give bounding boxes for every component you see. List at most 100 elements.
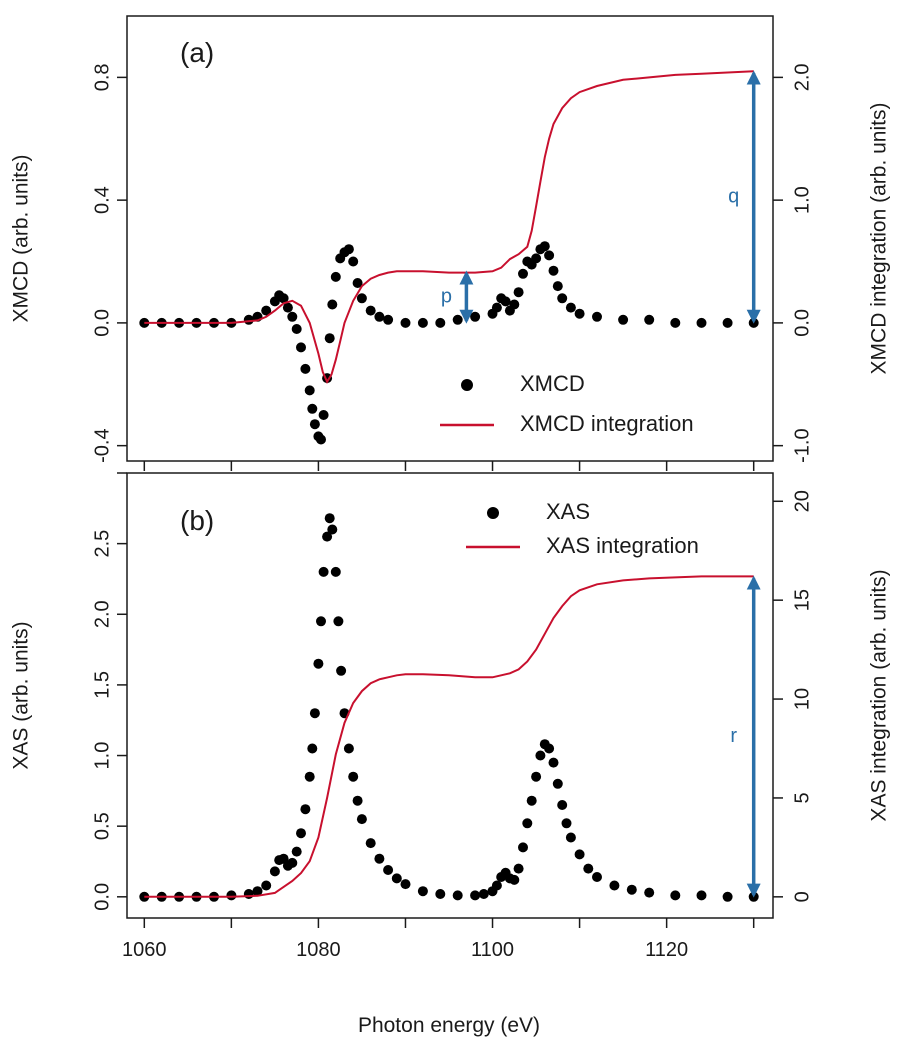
y-right-tick-label: 1.0 xyxy=(791,186,813,214)
x-tick-label: 1060 xyxy=(122,939,167,961)
data-point xyxy=(722,891,733,902)
data-point xyxy=(574,849,585,860)
y-left-tick-label: 0.8 xyxy=(91,63,113,91)
data-point xyxy=(500,296,511,307)
annotation-label-p: p xyxy=(441,285,452,307)
data-point xyxy=(316,616,326,627)
data-point xyxy=(400,879,411,890)
data-point xyxy=(374,311,385,322)
data-point xyxy=(417,317,428,328)
data-point xyxy=(452,314,463,325)
y-right-tick-label: 15 xyxy=(791,589,813,611)
data-point xyxy=(356,814,367,825)
annotation-label-q: q xyxy=(728,185,739,207)
data-point xyxy=(324,333,335,344)
y-right-tick-label: 10 xyxy=(791,688,813,710)
data-point xyxy=(574,308,585,319)
data-point xyxy=(226,890,237,901)
x-tick-label: 1100 xyxy=(471,939,514,961)
data-point xyxy=(544,250,555,261)
data-point xyxy=(309,708,320,719)
data-point xyxy=(552,778,563,789)
data-point xyxy=(352,795,363,806)
legend-entry-label: XAS xyxy=(546,499,590,524)
x-axis-title: Photon energy (eV) xyxy=(358,1014,540,1037)
data-point xyxy=(330,566,341,577)
y-left-tick-label: 0.5 xyxy=(91,812,113,840)
data-point xyxy=(261,880,272,891)
data-point xyxy=(291,324,302,334)
data-point xyxy=(670,317,681,328)
y-left-axis-title: XAS (arb. units) xyxy=(10,621,33,769)
y-left-axis-title: XMCD (arb. units) xyxy=(10,154,33,322)
legend: XAS XAS integration xyxy=(466,499,699,558)
data-point xyxy=(722,317,733,328)
series-points-xas xyxy=(139,513,759,902)
data-point xyxy=(696,890,707,901)
y-left-tick-label: 0.0 xyxy=(91,309,113,337)
data-point xyxy=(583,863,594,874)
series-line-xas-integration xyxy=(144,575,754,898)
data-point xyxy=(365,305,376,316)
data-point xyxy=(518,842,528,853)
y-left-tick-label: 1.0 xyxy=(91,742,113,770)
data-point xyxy=(278,293,289,304)
data-point xyxy=(356,293,367,304)
data-point xyxy=(513,863,524,874)
data-point xyxy=(291,846,302,857)
data-point xyxy=(535,750,546,761)
data-point xyxy=(327,524,338,535)
annotation-label-r: r xyxy=(730,725,737,747)
data-point xyxy=(296,828,306,839)
y-left-tick-label: 2.5 xyxy=(91,530,113,558)
data-point xyxy=(518,268,528,279)
data-point xyxy=(322,531,333,542)
x-tick-label: 1080 xyxy=(296,939,341,961)
data-point xyxy=(348,256,359,267)
y-left-tick-label: 2.0 xyxy=(91,600,113,628)
data-point xyxy=(300,804,311,815)
legend-entry-label: XAS integration xyxy=(546,533,699,558)
data-point xyxy=(243,889,254,899)
y-right-tick-label: 0 xyxy=(791,891,813,902)
data-point xyxy=(304,771,315,782)
data-point xyxy=(316,434,326,445)
y-right-axis-title: XMCD integration (arb. units) xyxy=(868,103,891,375)
data-point xyxy=(327,299,338,310)
y-left-tick-label: -0.4 xyxy=(91,428,113,462)
data-point xyxy=(243,314,254,325)
data-point xyxy=(282,302,293,313)
data-point xyxy=(252,886,263,897)
data-point xyxy=(609,880,620,891)
data-point xyxy=(539,241,550,252)
data-point xyxy=(307,743,318,754)
data-point xyxy=(343,743,354,754)
data-point xyxy=(565,832,576,843)
data-point xyxy=(509,299,520,310)
panel-a: -0.4 0.0 0.4 0.8 -1.0 0.0 1.0 2.0 XMCD (arb. uni… xyxy=(10,15,891,471)
data-point xyxy=(287,857,298,868)
data-point xyxy=(269,866,280,877)
data-point xyxy=(435,317,446,328)
data-point xyxy=(552,281,563,292)
data-point xyxy=(300,363,311,374)
data-point xyxy=(531,253,542,264)
legend: XMCD XMCD integration xyxy=(440,371,694,436)
data-point xyxy=(561,818,572,829)
data-point xyxy=(565,302,576,313)
data-point xyxy=(491,880,502,891)
data-point xyxy=(400,317,411,328)
data-point xyxy=(644,887,655,898)
data-point xyxy=(592,872,602,882)
y-right-tick-label: 5 xyxy=(791,792,813,803)
plot-frame xyxy=(126,472,774,919)
legend-marker-points xyxy=(461,379,473,391)
data-point xyxy=(670,890,681,901)
y-left-tick-label: 1.5 xyxy=(91,671,113,699)
data-point xyxy=(352,278,363,288)
data-point xyxy=(592,311,602,322)
data-point xyxy=(491,302,502,313)
data-point xyxy=(526,795,537,806)
data-point xyxy=(470,311,481,322)
data-point xyxy=(333,616,344,627)
